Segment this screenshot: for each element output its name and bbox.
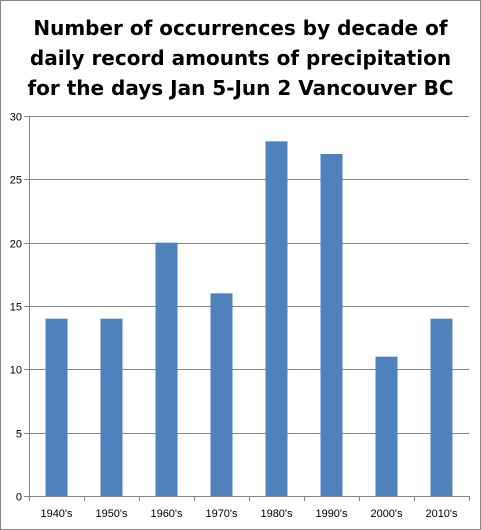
y-tick-label: 30: [10, 112, 22, 124]
chart-title-line-2: daily record amounts of precipitation: [29, 46, 452, 70]
bar: [210, 293, 233, 496]
bar: [155, 242, 178, 496]
y-tick-label: 0: [16, 492, 22, 504]
chart-title-line-3: for the days Jan 5-Jun 2 Vancouver BC: [27, 76, 454, 100]
x-tick-label: 1970's: [205, 508, 238, 520]
bar: [45, 318, 68, 496]
x-tick-label: 2010's: [425, 508, 458, 520]
x-tick-label: 1990's: [315, 508, 348, 520]
y-tick-label: 10: [10, 365, 22, 377]
bar: [320, 154, 343, 496]
x-tick-label: 1980's: [260, 508, 293, 520]
bar: [265, 141, 288, 497]
x-tick-label: 1950's: [95, 508, 128, 520]
bar: [100, 318, 123, 496]
x-tick-label: 1940's: [40, 508, 73, 520]
chart-title-line-1: Number of occurrences by decade of: [33, 16, 448, 40]
x-tick-label: 1960's: [150, 508, 183, 520]
y-tick-label: 20: [10, 239, 22, 251]
bar: [375, 356, 398, 496]
x-tick-label: 2000's: [370, 508, 403, 520]
y-tick-label: 25: [10, 175, 22, 187]
y-tick-label: 15: [10, 302, 22, 314]
chart-title: Number of occurrences by decade of daily…: [1, 13, 480, 103]
bar: [430, 318, 453, 496]
y-tick-label: 5: [16, 429, 22, 441]
